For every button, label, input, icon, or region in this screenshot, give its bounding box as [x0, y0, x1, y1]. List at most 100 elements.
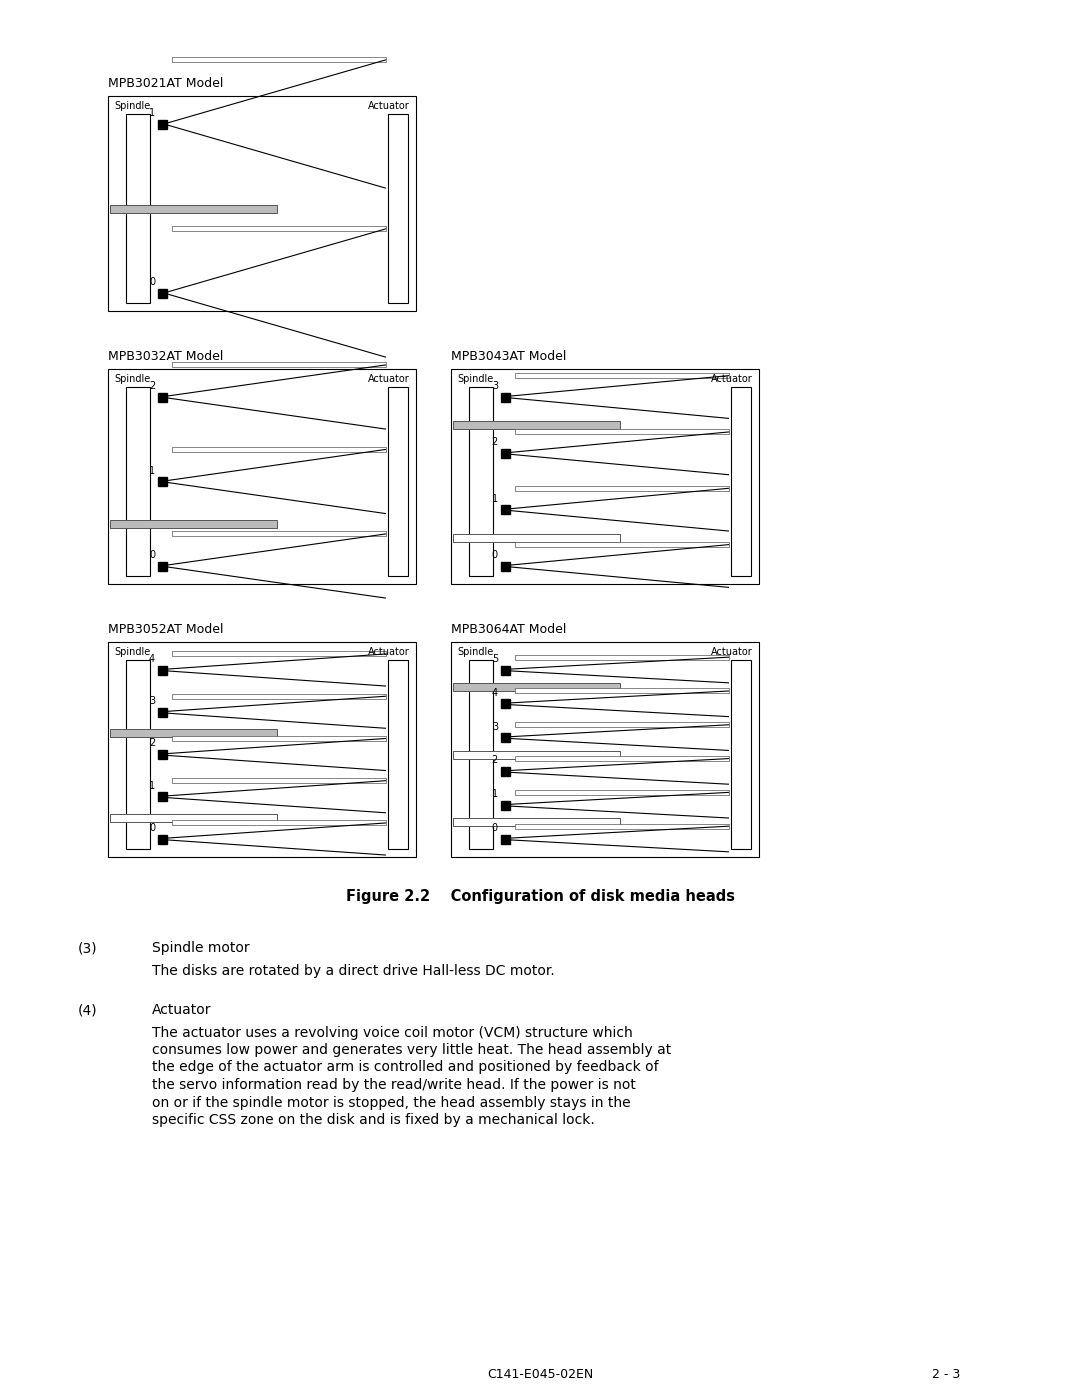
Bar — [172, 694, 386, 698]
Bar — [158, 289, 167, 298]
Bar — [515, 756, 729, 761]
Text: 5: 5 — [491, 654, 498, 664]
Bar — [515, 655, 729, 659]
Bar — [158, 665, 167, 675]
Text: on or if the spindle motor is stopped, the head assembly stays in the: on or if the spindle motor is stopped, t… — [152, 1095, 631, 1109]
Text: 2: 2 — [149, 739, 156, 749]
Text: specific CSS zone on the disk and is fixed by a mechanical lock.: specific CSS zone on the disk and is fix… — [152, 1113, 595, 1127]
Bar — [515, 542, 729, 548]
Bar — [126, 659, 150, 849]
Text: 4: 4 — [149, 654, 156, 664]
Text: MPB3021AT Model: MPB3021AT Model — [108, 77, 224, 89]
Bar — [158, 393, 167, 401]
Text: 0: 0 — [491, 823, 498, 833]
Text: 1: 1 — [149, 465, 156, 475]
Bar — [453, 683, 620, 692]
Text: 1: 1 — [491, 789, 498, 799]
Text: Spindle motor: Spindle motor — [152, 942, 249, 956]
Bar — [158, 476, 167, 486]
Text: (4): (4) — [78, 1003, 97, 1017]
Text: Actuator: Actuator — [712, 647, 753, 657]
Bar — [501, 834, 510, 844]
Text: 2 - 3: 2 - 3 — [932, 1368, 960, 1382]
Bar — [453, 819, 620, 826]
Text: the servo information read by the read/write head. If the power is not: the servo information read by the read/w… — [152, 1078, 636, 1092]
Bar — [172, 651, 386, 657]
Text: 0: 0 — [149, 550, 156, 560]
Bar — [158, 750, 167, 759]
Text: Actuator: Actuator — [368, 647, 410, 657]
Bar — [158, 708, 167, 717]
Bar — [388, 659, 408, 849]
Bar — [515, 824, 729, 828]
Text: Spindle: Spindle — [114, 101, 150, 110]
Bar — [110, 204, 276, 212]
Bar — [501, 733, 510, 742]
Text: 3: 3 — [491, 722, 498, 732]
Bar — [501, 448, 510, 458]
Text: C141-E045-02EN: C141-E045-02EN — [487, 1368, 593, 1382]
Bar — [158, 562, 167, 570]
Bar — [158, 120, 167, 129]
Text: 0: 0 — [149, 277, 156, 286]
Text: 2: 2 — [491, 437, 498, 447]
Bar — [108, 96, 416, 312]
Bar — [515, 373, 729, 379]
Bar — [110, 520, 276, 528]
Text: Actuator: Actuator — [712, 374, 753, 384]
Bar — [515, 429, 729, 434]
Bar — [158, 834, 167, 844]
Bar — [469, 659, 492, 849]
Bar — [451, 369, 759, 584]
Bar — [501, 767, 510, 775]
Bar — [501, 562, 510, 570]
Bar — [108, 369, 416, 584]
Bar — [453, 534, 620, 542]
Text: consumes low power and generates very little heat. The head assembly at: consumes low power and generates very li… — [152, 1044, 672, 1058]
Bar — [172, 820, 386, 826]
Bar — [515, 789, 729, 795]
Text: 1: 1 — [491, 493, 498, 504]
Bar — [515, 486, 729, 490]
Bar — [731, 659, 751, 849]
Bar — [172, 736, 386, 740]
Bar — [108, 643, 416, 856]
Text: Spindle: Spindle — [457, 647, 494, 657]
Text: Spindle: Spindle — [114, 647, 150, 657]
Bar — [731, 387, 751, 576]
Text: Actuator: Actuator — [368, 374, 410, 384]
Text: MPB3064AT Model: MPB3064AT Model — [451, 623, 566, 636]
Bar — [126, 387, 150, 576]
Bar — [110, 729, 276, 738]
Bar — [172, 778, 386, 784]
Text: 2: 2 — [149, 381, 156, 391]
Bar — [501, 506, 510, 514]
Bar — [172, 531, 386, 536]
Bar — [501, 665, 510, 675]
Bar — [388, 387, 408, 576]
Text: The actuator uses a revolving voice coil motor (VCM) structure which: The actuator uses a revolving voice coil… — [152, 1025, 633, 1039]
Text: Spindle: Spindle — [457, 374, 494, 384]
Text: Actuator: Actuator — [368, 101, 410, 110]
Text: Figure 2.2    Configuration of disk media heads: Figure 2.2 Configuration of disk media h… — [346, 888, 734, 904]
Bar — [172, 362, 386, 367]
Text: (3): (3) — [78, 942, 97, 956]
Text: MPB3052AT Model: MPB3052AT Model — [108, 623, 224, 636]
Bar — [469, 387, 492, 576]
Bar — [515, 689, 729, 693]
Bar — [172, 226, 386, 232]
Bar — [126, 115, 150, 303]
Bar — [501, 700, 510, 708]
Text: Spindle: Spindle — [114, 374, 150, 384]
Text: 4: 4 — [491, 687, 498, 697]
Text: The disks are rotated by a direct drive Hall-less DC motor.: The disks are rotated by a direct drive … — [152, 964, 555, 978]
Bar — [158, 792, 167, 802]
Text: 1: 1 — [149, 781, 156, 791]
Text: 0: 0 — [491, 550, 498, 560]
Bar — [515, 722, 729, 728]
Text: the edge of the actuator arm is controlled and positioned by feedback of: the edge of the actuator arm is controll… — [152, 1060, 659, 1074]
Bar — [453, 750, 620, 759]
Bar — [172, 447, 386, 451]
Text: MPB3043AT Model: MPB3043AT Model — [451, 351, 566, 363]
Bar — [501, 393, 510, 401]
